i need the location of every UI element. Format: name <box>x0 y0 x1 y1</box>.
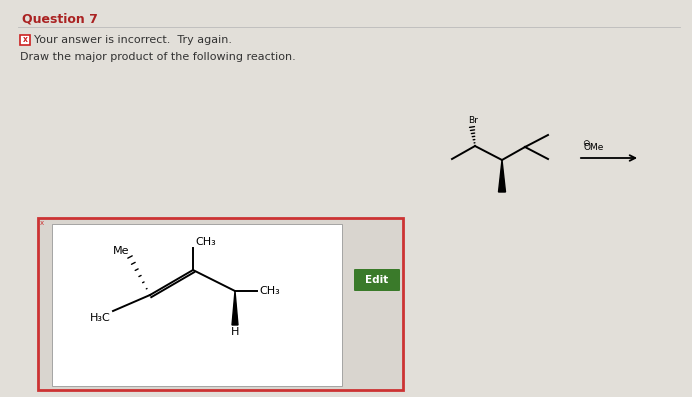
FancyBboxPatch shape <box>354 269 400 291</box>
Text: Edit: Edit <box>365 275 389 285</box>
Text: OMe: OMe <box>583 143 603 152</box>
Polygon shape <box>498 160 505 192</box>
Text: CH₃: CH₃ <box>195 237 216 247</box>
Text: ⊖: ⊖ <box>582 139 590 148</box>
Text: H₃C: H₃C <box>90 313 111 323</box>
Text: Your answer is incorrect.  Try again.: Your answer is incorrect. Try again. <box>34 35 232 45</box>
Text: Draw the major product of the following reaction.: Draw the major product of the following … <box>20 52 295 62</box>
Text: Br: Br <box>468 116 478 125</box>
Bar <box>52 224 342 386</box>
Polygon shape <box>232 291 238 325</box>
Text: Me: Me <box>113 246 129 256</box>
Text: H: H <box>231 327 239 337</box>
Bar <box>38 218 403 390</box>
Text: x: x <box>40 220 44 226</box>
Text: CH₃: CH₃ <box>259 286 280 296</box>
Text: x: x <box>23 35 28 44</box>
FancyBboxPatch shape <box>20 35 30 45</box>
Text: Question 7: Question 7 <box>22 12 98 25</box>
